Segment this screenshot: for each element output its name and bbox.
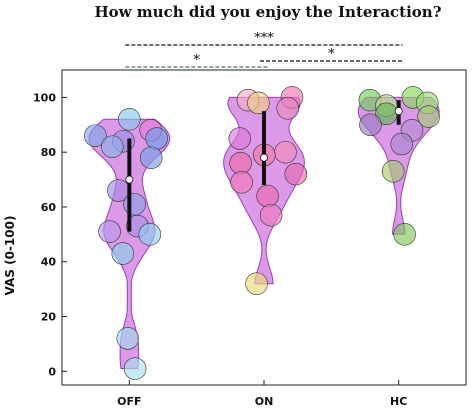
data-point bbox=[138, 223, 162, 246]
data-point bbox=[284, 162, 308, 186]
median-dot bbox=[394, 107, 403, 116]
data-point bbox=[256, 184, 279, 208]
data-point bbox=[276, 97, 299, 120]
significance-label: * bbox=[193, 53, 200, 68]
data-point bbox=[123, 357, 147, 380]
x-axis: OFF ON HC bbox=[117, 380, 407, 408]
y-tick-label: 0 bbox=[48, 365, 56, 378]
data-point bbox=[116, 327, 140, 350]
box-summaries bbox=[125, 100, 403, 232]
data-point bbox=[417, 105, 440, 128]
data-point bbox=[381, 160, 405, 183]
significance-annotations: ***** bbox=[125, 31, 403, 68]
data-points bbox=[84, 86, 440, 380]
data-point bbox=[229, 151, 252, 175]
data-point bbox=[359, 113, 382, 137]
data-point bbox=[118, 108, 141, 131]
data-point bbox=[393, 223, 416, 246]
significance-label: * bbox=[328, 47, 335, 62]
violin-off bbox=[88, 118, 171, 370]
x-tick-label: HC bbox=[390, 395, 407, 408]
x-tick-label: OFF bbox=[117, 395, 141, 408]
data-point bbox=[98, 220, 121, 243]
y-axis: 0 20 40 60 80 100 bbox=[33, 91, 67, 378]
data-point bbox=[230, 171, 253, 194]
y-tick-label: 80 bbox=[41, 146, 57, 159]
y-axis-label: VAS (0-100) bbox=[3, 216, 17, 296]
data-point bbox=[101, 135, 124, 158]
data-point bbox=[84, 124, 107, 147]
median-dot bbox=[260, 153, 268, 162]
median-dot bbox=[125, 175, 134, 184]
data-point bbox=[123, 192, 146, 216]
y-tick-label: 100 bbox=[33, 91, 56, 104]
data-point bbox=[228, 127, 252, 150]
y-tick-label: 20 bbox=[41, 311, 57, 324]
data-point bbox=[247, 91, 270, 115]
data-point bbox=[259, 203, 283, 227]
x-tick-label: ON bbox=[255, 395, 274, 408]
data-point bbox=[111, 242, 135, 265]
data-point bbox=[145, 127, 168, 150]
y-tick-label: 40 bbox=[41, 256, 57, 269]
data-point bbox=[139, 146, 163, 169]
data-point bbox=[390, 132, 413, 156]
data-point bbox=[274, 140, 297, 164]
chart-title: How much did you enjoy the Interaction? bbox=[95, 3, 442, 21]
data-point bbox=[245, 272, 268, 295]
y-tick-label: 60 bbox=[41, 201, 57, 214]
significance-label: *** bbox=[254, 31, 274, 46]
